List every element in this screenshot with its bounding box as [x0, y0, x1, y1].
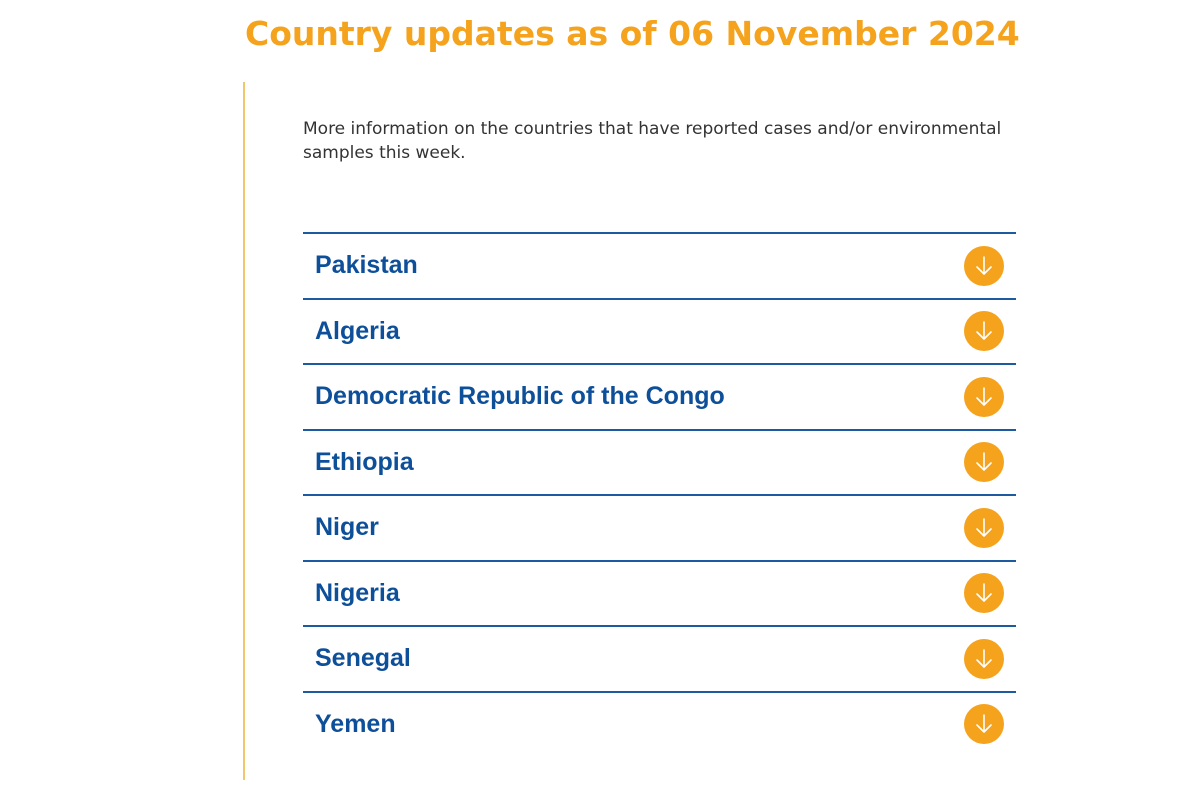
arrow-down-circle-icon[interactable] [964, 704, 1004, 745]
arrow-down-circle-icon[interactable] [964, 638, 1004, 679]
accordion-item-pakistan[interactable]: Pakistan [303, 234, 1016, 300]
accordion-item-ethiopia[interactable]: Ethiopia [303, 431, 1016, 496]
accordion-item-drc[interactable]: Democratic Republic of the Congo [303, 365, 1016, 431]
accordion-item-label: Algeria [315, 316, 400, 345]
arrow-down-circle-icon[interactable] [964, 507, 1004, 548]
accordion-item-algeria[interactable]: Algeria [303, 300, 1016, 365]
arrow-down-circle-icon[interactable] [964, 311, 1004, 352]
intro-text: More information on the countries that h… [303, 119, 1002, 163]
accordion-item-label: Pakistan [315, 251, 418, 280]
accordion-item-label: Yemen [315, 709, 396, 738]
accordion-item-senegal[interactable]: Senegal [303, 627, 1016, 693]
page-title: Country updates as of 06 November 2024 [245, 14, 1020, 53]
arrow-down-circle-icon[interactable] [964, 376, 1004, 417]
accordion-item-nigeria[interactable]: Nigeria [303, 562, 1016, 627]
accordion-item-niger[interactable]: Niger [303, 496, 1016, 562]
accordion-item-label: Ethiopia [315, 447, 414, 476]
accordion-item-label: Nigeria [315, 578, 400, 607]
arrow-down-circle-icon[interactable] [964, 573, 1004, 614]
accordion-item-label: Niger [315, 513, 379, 542]
accordion-item-yemen[interactable]: Yemen [303, 693, 1016, 757]
accent-rule [243, 82, 245, 780]
country-accordion: Pakistan Algeria Democratic Republic of … [303, 232, 1016, 756]
arrow-down-circle-icon[interactable] [964, 245, 1004, 286]
arrow-down-circle-icon[interactable] [964, 442, 1004, 483]
accordion-item-label: Senegal [315, 644, 411, 673]
accordion-item-label: Democratic Republic of the Congo [315, 382, 725, 411]
